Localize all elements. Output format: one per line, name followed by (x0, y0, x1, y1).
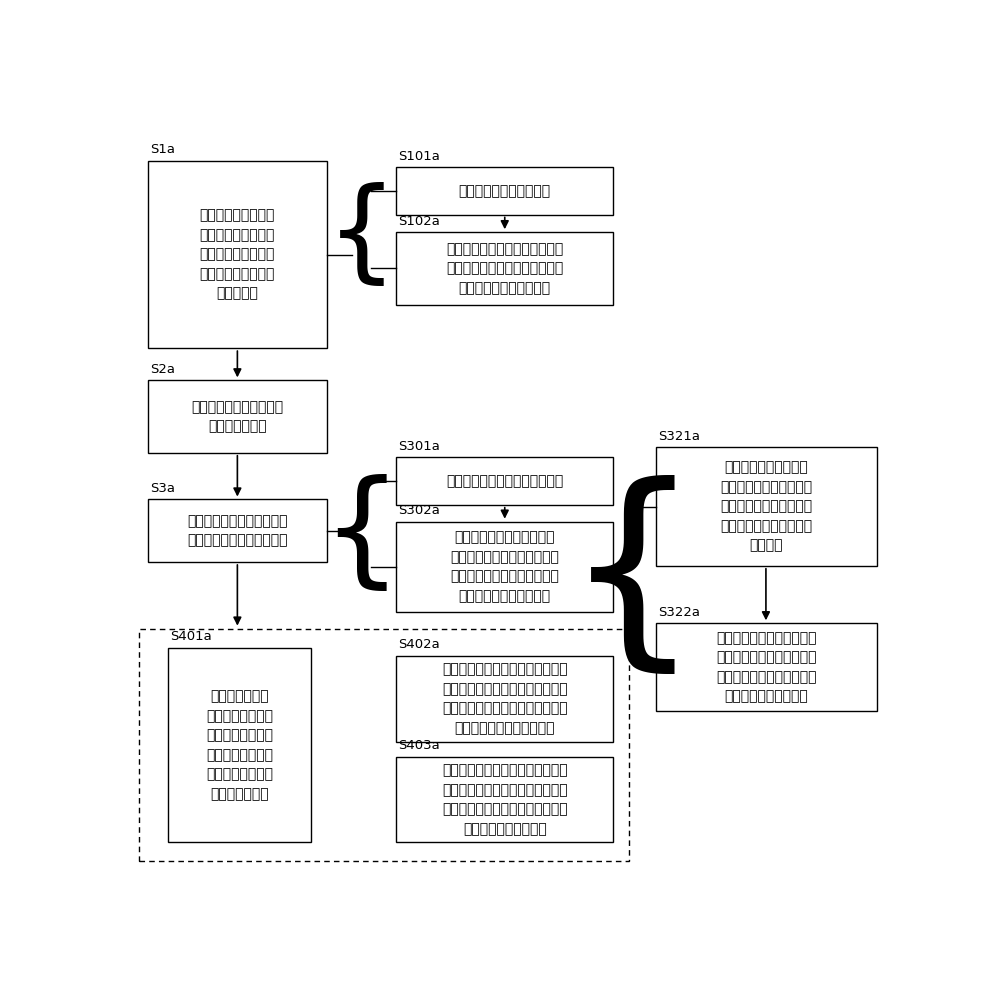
Text: 使第二音频依次
进入所述感知背景
和感知前景，且使
第一音频依次进入
所述感知背景和退
出所述感知背景: 使第二音频依次 进入所述感知背景 和感知前景，且使 第一音频依次进入 所述感知背… (206, 689, 273, 801)
Text: 判断第一节拍速度与第二
节拍速度的大小: 判断第一节拍速度与第二 节拍速度的大小 (191, 400, 283, 434)
FancyBboxPatch shape (168, 648, 311, 842)
Text: S102a: S102a (399, 214, 440, 227)
Text: {: { (564, 475, 701, 683)
Text: 搜寻第一音频上的节拍点: 搜寻第一音频上的节拍点 (459, 184, 551, 197)
Text: S302a: S302a (399, 504, 440, 517)
Text: 对第一音频进行音频数据的采样: 对第一音频进行音频数据的采样 (446, 474, 563, 488)
Text: S301a: S301a (399, 439, 440, 452)
FancyBboxPatch shape (148, 380, 326, 452)
Text: S402a: S402a (399, 639, 440, 652)
Text: S3a: S3a (151, 482, 176, 495)
Text: S1a: S1a (151, 144, 176, 157)
FancyBboxPatch shape (656, 447, 877, 565)
Text: S321a: S321a (658, 430, 700, 442)
Text: S101a: S101a (399, 150, 440, 163)
FancyBboxPatch shape (396, 168, 613, 214)
Text: {: { (321, 473, 402, 595)
FancyBboxPatch shape (396, 757, 613, 842)
Text: S322a: S322a (658, 605, 700, 619)
FancyBboxPatch shape (396, 656, 613, 742)
FancyBboxPatch shape (656, 623, 877, 711)
Text: S401a: S401a (170, 630, 212, 643)
Text: 获取处于感知前景中
的第一音频的第一节
拍速度及待进入感知
前景的第二音频的第
二节拍速度: 获取处于感知前景中 的第一音频的第一节 拍速度及待进入感知 前景的第二音频的第 … (200, 208, 275, 301)
Text: {: { (326, 182, 397, 290)
Text: S403a: S403a (399, 739, 440, 752)
Text: 对具备较小节拍速度的音频
作加快节拍速度之节拍处理: 对具备较小节拍速度的音频 作加快节拍速度之节拍处理 (187, 514, 288, 548)
Text: 从音频的节拍点起丢弃该音
频每个节拍上的音频数据，其
中，在音频每个节拍上丢弃音
频数据的次数为至少一次: 从音频的节拍点起丢弃该音 频每个节拍上的音频数据，其 中，在音频每个节拍上丢弃音… (450, 531, 559, 603)
FancyBboxPatch shape (396, 457, 613, 505)
Text: 从第一时刻起至第四时刻止
，对所述第一音频作所述节
拍处理，且每次从该音频上
丢弃的音频数据量相等: 从第一时刻起至第四时刻止 ，对所述第一音频作所述节 拍处理，且每次从该音频上 丢… (716, 631, 817, 703)
Text: S2a: S2a (151, 363, 176, 376)
Text: 在第二音频进入所述感知背景前的
第一时刻至第一音频退出感知背景
后的第二时刻，对处于感知前景和
感知背景的音频作混音插入: 在第二音频进入所述感知背景前的 第一时刻至第一音频退出感知背景 后的第二时刻，对… (442, 663, 568, 735)
FancyBboxPatch shape (396, 522, 613, 612)
Text: 计算单位时间内的音频所经历的
节拍点的数量，并将该数量作为
第一音频的第一节拍速度: 计算单位时间内的音频所经历的 节拍点的数量，并将该数量作为 第一音频的第一节拍速… (446, 242, 563, 295)
FancyBboxPatch shape (148, 161, 326, 348)
FancyBboxPatch shape (396, 232, 613, 305)
Text: 在第二音频进入感知背景的第三时
刻至第一音频退出所述感知背景的
第四时刻，对处于感知前景和感知
背景的音频作音量调整: 在第二音频进入感知背景的第三时 刻至第一音频退出所述感知背景的 第四时刻，对处于… (442, 764, 568, 836)
Text: 在第二音频进入所述感
知背景前的第一时刻前的
第一时间历程内每次从该
音频上丢弃的音频数据量
逐渐增加: 在第二音频进入所述感 知背景前的第一时刻前的 第一时间历程内每次从该 音频上丢弃… (720, 460, 812, 553)
FancyBboxPatch shape (148, 499, 326, 562)
